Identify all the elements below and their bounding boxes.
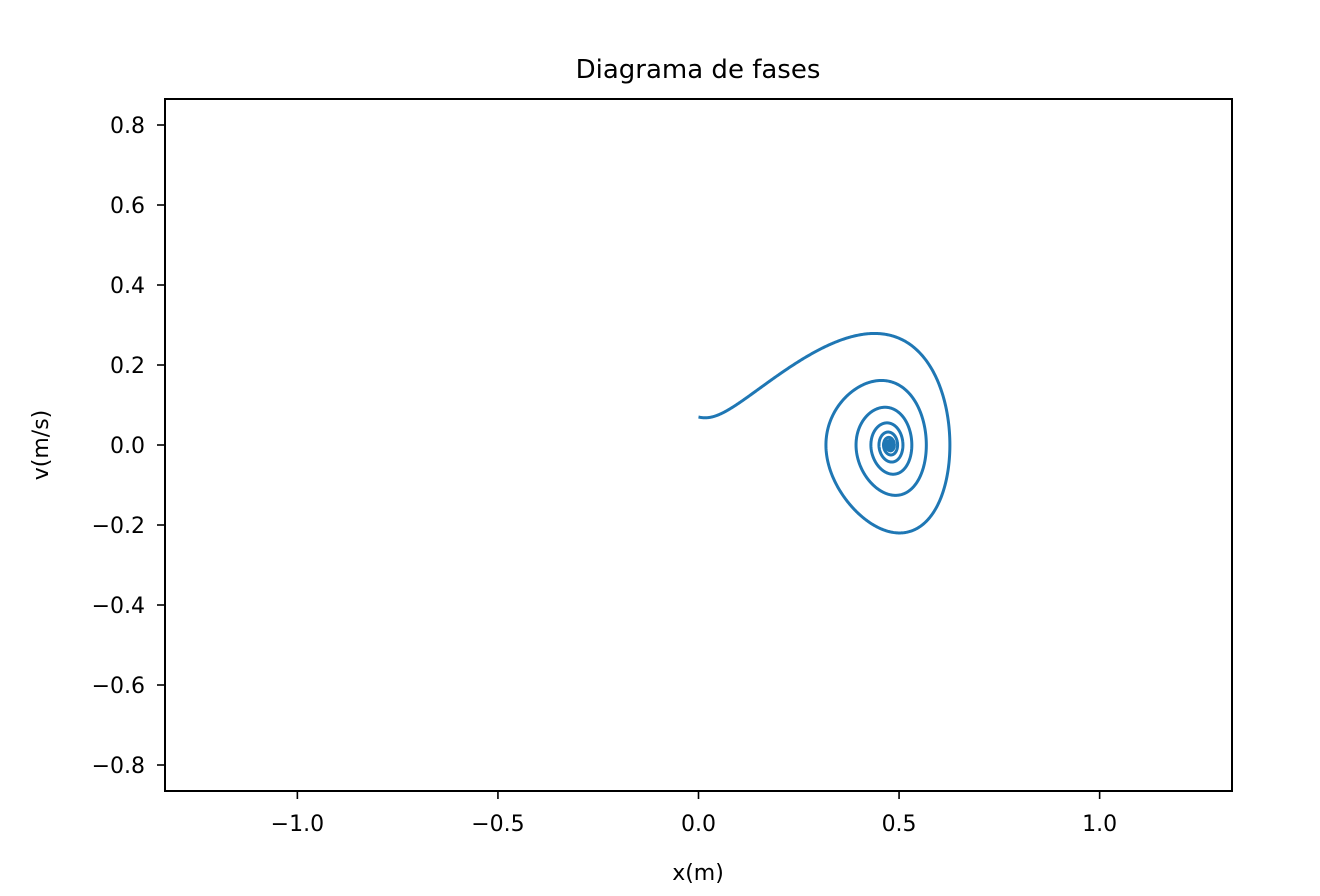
y-tick-label: −0.8 <box>92 754 145 779</box>
y-tick-label: 0.8 <box>110 114 145 139</box>
y-axis-ticks: −0.8 −0.6 −0.4 −0.2 0.0 0.2 0.4 0.6 0.8 <box>92 114 165 779</box>
y-tick-label: −0.6 <box>92 674 145 699</box>
x-tick-label: −1.0 <box>271 812 324 837</box>
x-tick-label: −0.5 <box>471 812 524 837</box>
y-tick-label: 0.4 <box>110 274 145 299</box>
y-tick-label: 0.2 <box>110 354 145 379</box>
y-axis-label: v(m/s) <box>29 410 54 481</box>
y-tick-label: −0.4 <box>92 594 145 619</box>
y-tick-label: −0.2 <box>92 514 145 539</box>
x-axis-ticks: −1.0 −0.5 0.0 0.5 1.0 <box>271 791 1117 837</box>
y-tick-label: 0.6 <box>110 194 145 219</box>
plot-frame <box>164 98 1233 792</box>
x-axis-label: x(m) <box>672 861 724 886</box>
y-tick-label: 0.0 <box>110 434 145 459</box>
x-tick-label: 1.0 <box>1082 812 1117 837</box>
series-line-phase-trajectory <box>697 331 952 535</box>
x-tick-label: 0.0 <box>681 812 716 837</box>
x-tick-label: 0.5 <box>882 812 917 837</box>
plot-area <box>164 98 1233 792</box>
chart-title: Diagrama de fases <box>576 55 821 85</box>
